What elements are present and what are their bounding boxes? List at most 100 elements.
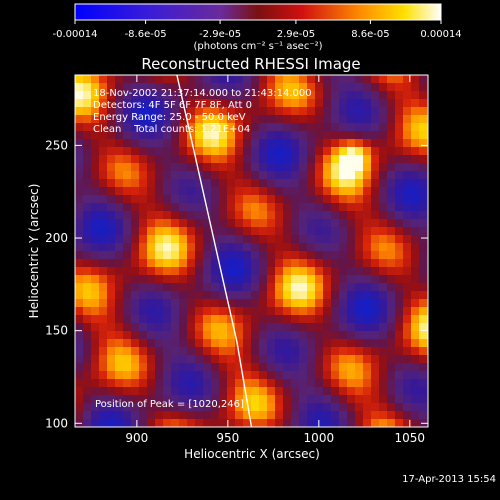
heatmap-cell bbox=[339, 363, 348, 372]
heatmap-cell bbox=[203, 99, 212, 108]
heatmap-cell bbox=[195, 323, 204, 332]
heatmap-cell bbox=[411, 323, 420, 332]
heatmap-cell bbox=[107, 171, 116, 180]
heatmap-cell bbox=[331, 131, 340, 140]
heatmap-cell bbox=[387, 227, 396, 236]
heatmap-cell bbox=[363, 251, 372, 260]
heatmap-cell bbox=[83, 75, 92, 84]
heatmap-cell bbox=[179, 195, 188, 204]
heatmap-cell bbox=[347, 395, 356, 404]
heatmap-cell bbox=[323, 331, 332, 340]
heatmap-cell bbox=[363, 211, 372, 220]
heatmap-cell bbox=[283, 363, 292, 372]
heatmap-cell bbox=[355, 83, 364, 92]
heatmap-cell bbox=[99, 139, 108, 148]
heatmap-cell bbox=[123, 331, 132, 340]
heatmap-cell bbox=[291, 339, 300, 348]
heatmap-cell bbox=[315, 147, 324, 156]
heatmap-cell bbox=[259, 323, 268, 332]
heatmap-cell bbox=[219, 115, 228, 124]
heatmap-cell bbox=[115, 219, 124, 228]
heatmap-cell bbox=[403, 307, 412, 316]
heatmap-cell bbox=[83, 243, 92, 252]
heatmap-cell bbox=[123, 267, 132, 276]
heatmap-cell bbox=[195, 83, 204, 92]
heatmap-cell bbox=[387, 115, 396, 124]
heatmap-cell bbox=[363, 75, 372, 84]
heatmap-cell bbox=[163, 347, 172, 356]
heatmap-cell bbox=[259, 251, 268, 260]
heatmap-cell bbox=[411, 403, 420, 412]
heatmap-cell bbox=[283, 403, 292, 412]
heatmap-cell bbox=[299, 347, 308, 356]
heatmap-cell bbox=[227, 139, 236, 148]
heatmap-cell bbox=[83, 163, 92, 172]
heatmap-cell bbox=[379, 323, 388, 332]
heatmap-cell bbox=[75, 131, 84, 140]
heatmap-cell bbox=[107, 99, 116, 108]
heatmap-cell bbox=[75, 203, 84, 212]
heatmap-cell bbox=[259, 243, 268, 252]
heatmap-cell bbox=[171, 315, 180, 324]
heatmap-cell bbox=[187, 179, 196, 188]
heatmap-cell bbox=[139, 107, 148, 116]
heatmap-cell bbox=[171, 251, 180, 260]
heatmap-cell bbox=[123, 371, 132, 380]
heatmap-cell bbox=[259, 155, 268, 164]
heatmap-cell bbox=[347, 219, 356, 228]
heatmap-cell bbox=[171, 91, 180, 100]
heatmap-cell bbox=[291, 403, 300, 412]
heatmap-cell bbox=[75, 299, 84, 308]
heatmap-cell bbox=[315, 291, 324, 300]
heatmap-cell bbox=[91, 275, 100, 284]
heatmap-cell bbox=[315, 331, 324, 340]
heatmap-cell bbox=[323, 275, 332, 284]
heatmap-cell bbox=[107, 179, 116, 188]
heatmap-cell bbox=[171, 115, 180, 124]
heatmap-cell bbox=[307, 267, 316, 276]
heatmap-cell bbox=[115, 267, 124, 276]
heatmap-cell bbox=[323, 403, 332, 412]
heatmap-cell bbox=[299, 363, 308, 372]
heatmap-cell bbox=[179, 83, 188, 92]
heatmap-cell bbox=[259, 315, 268, 324]
heatmap-cell bbox=[179, 291, 188, 300]
heatmap-cell bbox=[283, 411, 292, 420]
heatmap-cell bbox=[227, 363, 236, 372]
heatmap-cell bbox=[83, 331, 92, 340]
heatmap-cell bbox=[91, 203, 100, 212]
heatmap-cell bbox=[387, 291, 396, 300]
heatmap-cell bbox=[139, 323, 148, 332]
heatmap-cell bbox=[307, 83, 316, 92]
heatmap-cell bbox=[243, 171, 252, 180]
heatmap-cell bbox=[251, 211, 260, 220]
heatmap-cell bbox=[107, 211, 116, 220]
heatmap-cell bbox=[131, 115, 140, 124]
heatmap-cell bbox=[355, 419, 364, 427]
heatmap-cell bbox=[163, 211, 172, 220]
heatmap-cell bbox=[411, 283, 420, 292]
heatmap-cell bbox=[139, 195, 148, 204]
heatmap-cell bbox=[131, 99, 140, 108]
heatmap-cell bbox=[179, 139, 188, 148]
heatmap-cell bbox=[307, 203, 316, 212]
heatmap-cell bbox=[267, 115, 276, 124]
heatmap-cell bbox=[219, 387, 228, 396]
heatmap-cell bbox=[387, 171, 396, 180]
heatmap-cell bbox=[379, 419, 388, 427]
heatmap-cell bbox=[395, 323, 404, 332]
heatmap-cell bbox=[379, 307, 388, 316]
heatmap-cell bbox=[395, 275, 404, 284]
heatmap-cell bbox=[363, 155, 372, 164]
heatmap-cell bbox=[91, 251, 100, 260]
heatmap-cell bbox=[187, 139, 196, 148]
heatmap-cell bbox=[139, 275, 148, 284]
heatmap-cell bbox=[411, 331, 420, 340]
colorbar-tick-label: 0.00014 bbox=[420, 29, 461, 40]
heatmap-cell bbox=[395, 339, 404, 348]
heatmap-cell bbox=[395, 115, 404, 124]
heatmap-cell bbox=[395, 259, 404, 268]
heatmap-cell bbox=[307, 283, 316, 292]
heatmap-cell bbox=[355, 131, 364, 140]
heatmap-cell bbox=[107, 267, 116, 276]
